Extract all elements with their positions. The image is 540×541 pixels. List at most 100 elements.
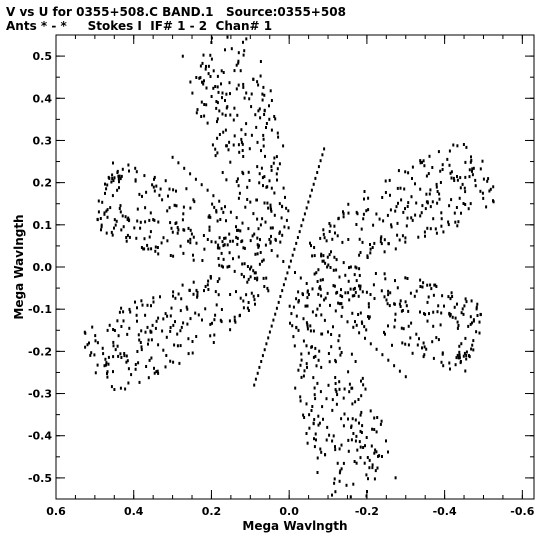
data-point <box>274 312 277 316</box>
data-point <box>111 233 114 237</box>
data-point <box>465 354 468 357</box>
data-point <box>313 418 316 421</box>
data-point <box>138 338 141 342</box>
data-point <box>367 315 369 319</box>
data-point <box>260 360 263 363</box>
data-point <box>247 309 250 312</box>
data-point <box>242 246 245 250</box>
data-point <box>373 297 376 300</box>
data-point <box>347 202 350 206</box>
data-point <box>459 176 462 180</box>
data-point <box>441 168 444 171</box>
data-point <box>443 304 445 308</box>
data-point <box>360 394 363 398</box>
data-point <box>97 210 100 214</box>
data-point <box>295 314 298 318</box>
data-point <box>407 201 410 205</box>
data-point <box>112 340 115 344</box>
data-point <box>210 57 213 61</box>
data-point <box>117 354 120 358</box>
data-point <box>330 250 332 254</box>
data-point <box>415 289 418 293</box>
data-point <box>223 236 226 240</box>
data-point <box>386 302 389 306</box>
data-point <box>147 338 150 342</box>
data-point <box>191 340 194 343</box>
data-point <box>436 201 439 205</box>
data-point <box>448 311 451 315</box>
data-point <box>302 374 305 378</box>
x-tick-label: 0.0 <box>279 505 299 518</box>
data-point <box>291 253 294 257</box>
data-point <box>266 286 269 290</box>
data-point <box>351 294 354 298</box>
data-point <box>259 251 262 254</box>
data-point <box>319 285 322 289</box>
data-point <box>347 238 350 241</box>
data-point <box>105 231 108 235</box>
data-point <box>261 92 264 96</box>
data-point <box>451 315 454 319</box>
data-point <box>293 344 296 348</box>
data-point <box>407 343 410 347</box>
data-point <box>347 438 350 442</box>
data-point <box>121 167 124 171</box>
data-point <box>353 460 356 463</box>
data-point <box>324 296 327 300</box>
data-point <box>344 273 347 277</box>
data-point <box>396 186 399 190</box>
data-point <box>130 373 133 377</box>
data-point <box>323 147 326 151</box>
data-point <box>347 417 349 421</box>
data-point <box>213 205 216 209</box>
data-point <box>336 393 339 397</box>
data-point <box>169 326 172 329</box>
data-point <box>423 164 426 168</box>
data-point <box>351 386 354 390</box>
data-point <box>189 241 192 245</box>
data-point <box>128 307 131 311</box>
data-point <box>404 375 407 379</box>
data-point <box>270 99 273 102</box>
data-point <box>189 228 192 232</box>
data-point <box>262 133 265 137</box>
data-point <box>321 405 324 409</box>
data-point <box>195 76 198 79</box>
data-point <box>148 235 151 239</box>
data-point <box>394 312 397 316</box>
data-point <box>164 365 167 369</box>
data-point <box>489 187 492 191</box>
data-point <box>113 329 116 332</box>
data-point <box>337 339 340 343</box>
data-point <box>100 223 103 227</box>
data-point <box>359 251 362 254</box>
data-point <box>310 244 312 248</box>
data-point <box>321 259 324 263</box>
data-point <box>138 380 141 384</box>
data-point <box>119 177 122 181</box>
data-point <box>276 167 279 171</box>
data-point <box>221 96 223 100</box>
data-point <box>228 264 231 268</box>
data-point <box>217 293 220 297</box>
data-point <box>100 228 102 232</box>
data-point <box>176 332 179 336</box>
data-point <box>469 322 472 326</box>
data-point <box>253 298 256 302</box>
data-point <box>387 358 390 362</box>
data-point <box>457 324 460 327</box>
data-point <box>332 434 335 438</box>
data-point <box>190 232 193 236</box>
data-point <box>269 241 272 245</box>
data-point <box>86 343 89 347</box>
data-point <box>297 300 300 304</box>
data-point <box>325 438 328 442</box>
data-point <box>312 355 315 359</box>
data-point <box>461 307 464 311</box>
data-point <box>319 287 322 291</box>
data-point <box>421 285 424 289</box>
data-point <box>261 217 264 221</box>
data-point <box>366 256 369 259</box>
data-point <box>333 284 336 288</box>
data-point <box>113 388 116 391</box>
